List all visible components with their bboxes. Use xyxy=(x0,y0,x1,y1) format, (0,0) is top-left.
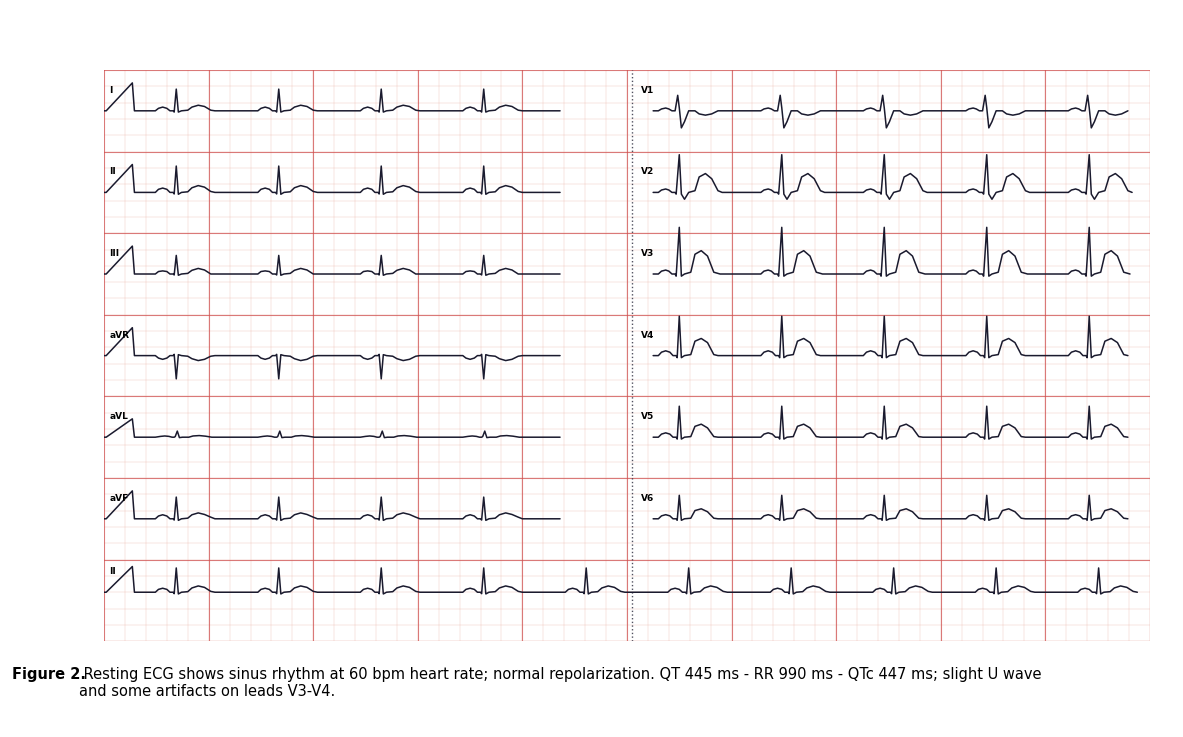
Text: II: II xyxy=(109,567,116,576)
Text: aVR: aVR xyxy=(109,331,129,340)
Text: Figure 2.: Figure 2. xyxy=(12,667,86,682)
Text: V5: V5 xyxy=(640,412,654,422)
Text: V4: V4 xyxy=(640,331,654,340)
Text: V3: V3 xyxy=(640,249,654,258)
Text: V1: V1 xyxy=(640,86,654,95)
Text: aVF: aVF xyxy=(109,494,129,503)
Text: II: II xyxy=(109,167,116,176)
Text: III: III xyxy=(109,249,119,258)
Text: aVL: aVL xyxy=(109,412,128,422)
Text: V2: V2 xyxy=(640,167,654,176)
Text: V6: V6 xyxy=(640,494,654,503)
Text: I: I xyxy=(109,86,112,95)
Text: Resting ECG shows sinus rhythm at 60 bpm heart rate; normal repolarization. QT 4: Resting ECG shows sinus rhythm at 60 bpm… xyxy=(79,667,1042,699)
